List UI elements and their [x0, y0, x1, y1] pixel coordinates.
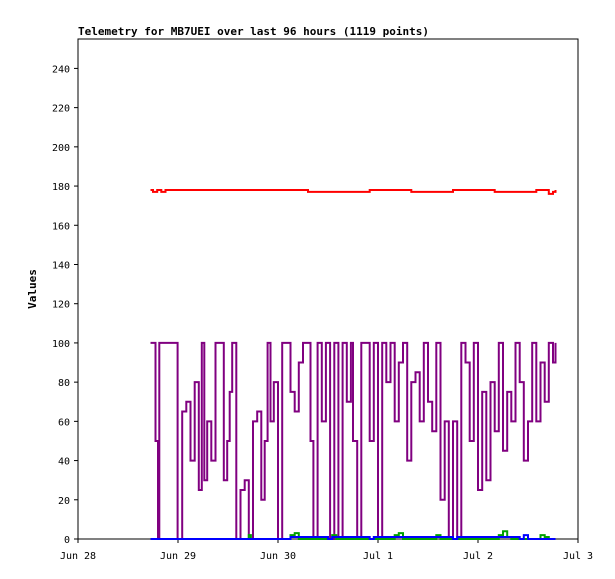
y-axis-label: Values — [26, 269, 39, 309]
x-tick-label: Jul 2 — [463, 551, 493, 562]
y-tick-label: 140 — [52, 260, 70, 271]
plot-frame — [77, 38, 579, 540]
series-line-4 — [150, 534, 556, 540]
x-tick-label: Jul 3 — [563, 551, 593, 562]
y-axis: 0 20 40 60 80 100 120 140 160 180 200 220 240 — [52, 64, 78, 546]
x-axis: Jun 28 Jun 29 Jun 30 Jul 1 Jul 2 Jul 3 — [60, 539, 593, 562]
x-tick-label: Jun 30 — [260, 551, 296, 562]
y-tick-label: 80 — [58, 378, 70, 389]
y-tick-label: 20 — [58, 496, 70, 507]
y-tick-label: 220 — [52, 104, 70, 115]
chart-title: Telemetry for MB7UEI over last 96 hours … — [78, 25, 429, 38]
y-tick-label: 100 — [52, 339, 70, 350]
y-tick-label: 200 — [52, 143, 70, 154]
y-tick-label: 120 — [52, 300, 70, 311]
y-tick-label: 160 — [52, 221, 70, 232]
series-layer — [150, 189, 557, 540]
series-line-2 — [150, 341, 557, 540]
x-tick-label: Jul 1 — [363, 551, 393, 562]
y-tick-label: 0 — [64, 535, 70, 546]
x-tick-label: Jun 28 — [60, 551, 96, 562]
y-tick-label: 240 — [52, 64, 70, 75]
y-tick-label: 60 — [58, 417, 70, 428]
y-tick-label: 40 — [58, 457, 70, 468]
y-tick-label: 180 — [52, 182, 70, 193]
x-tick-label: Jun 29 — [160, 551, 196, 562]
series-line-1 — [150, 189, 557, 195]
